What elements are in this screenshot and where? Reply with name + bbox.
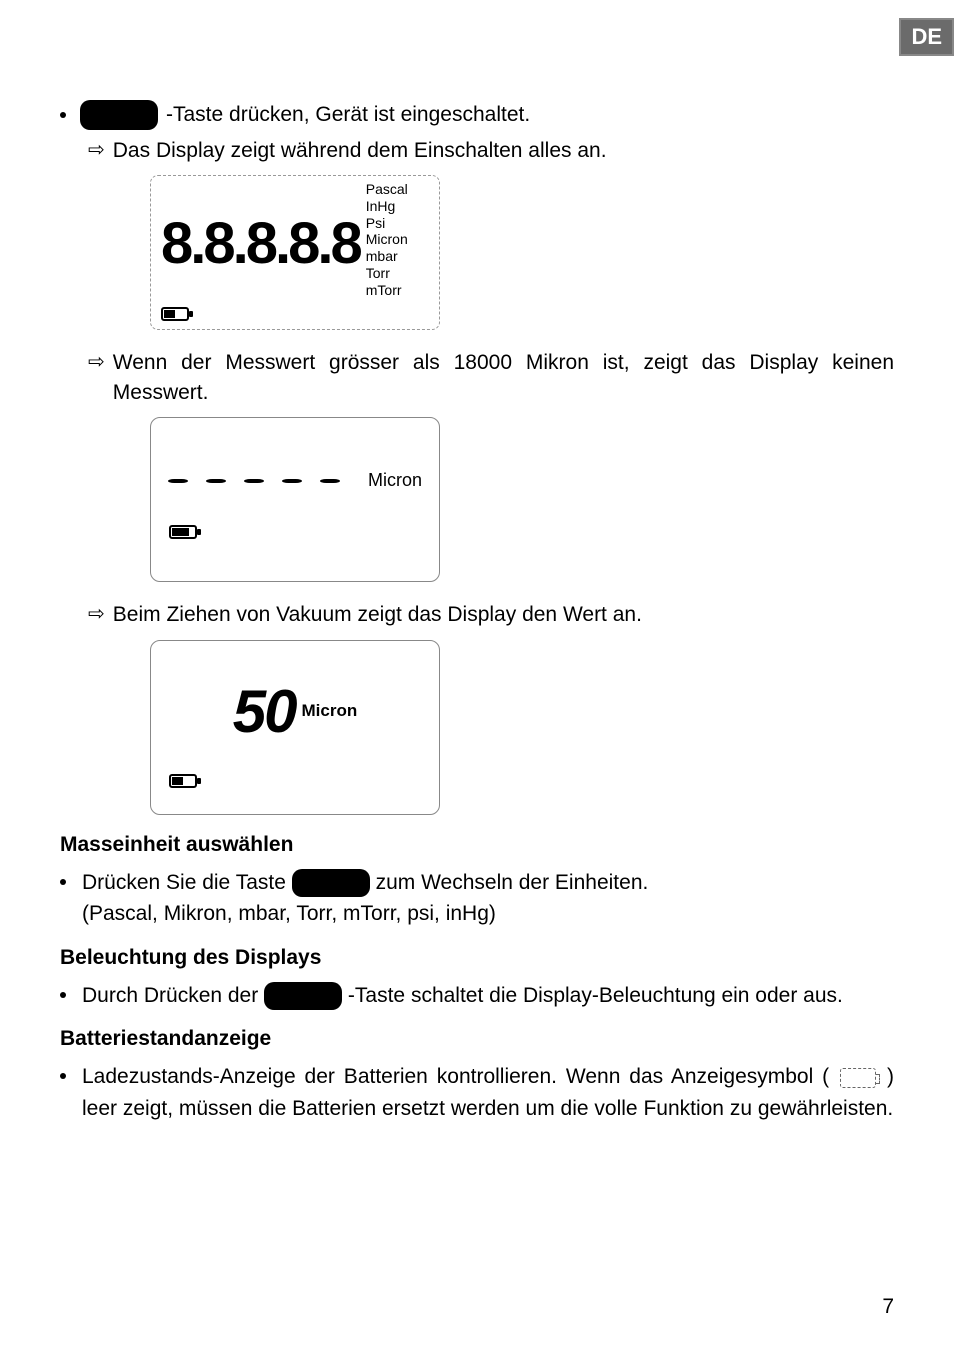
- bullet-icon: [60, 1073, 66, 1079]
- battery-text-pre: Ladezustands-Anzeige der Batterien kontr…: [82, 1065, 829, 1088]
- select-unit-text-post: zum Wechseln der Einheiten.: [376, 871, 649, 894]
- select-unit-text-pre: Drücken Sie die Taste: [82, 871, 286, 894]
- arrow-icon: ⇨: [88, 600, 105, 628]
- unit-button-icon: [292, 869, 370, 897]
- step-power-on: -Taste drücken, Gerät ist eingeschaltet.: [60, 100, 894, 130]
- lcd-digits: 8.8.8.8.8: [161, 215, 360, 273]
- unit-mbar: mbar: [366, 248, 408, 265]
- language-badge: DE: [899, 18, 954, 56]
- arrow-icon: ⇨: [88, 348, 105, 376]
- vacuum-value-text: Beim Ziehen von Vakuum zeigt das Display…: [113, 600, 642, 629]
- lcd-units-column: Pascal InHg Psi Micron mbar Torr mTorr: [366, 181, 408, 299]
- lcd-reading-unit: Micron: [302, 701, 358, 721]
- select-unit-list: (Pascal, Mikron, mbar, Torr, mTorr, psi,…: [82, 902, 496, 925]
- unit-psi: Psi: [366, 215, 408, 232]
- result-display-all: ⇨ Das Display zeigt während dem Einschal…: [88, 136, 894, 165]
- battery-icon: [169, 774, 197, 788]
- result-vacuum-value: ⇨ Beim Ziehen von Vakuum zeigt das Displ…: [88, 600, 894, 629]
- heading-battery: Batteriestandanzeige: [60, 1027, 894, 1051]
- bullet-icon: [60, 879, 66, 885]
- unit-mtorr: mTorr: [366, 282, 408, 299]
- battery-step: Ladezustands-Anzeige der Batterien kontr…: [60, 1061, 894, 1124]
- dash-icon: [282, 479, 302, 483]
- lcd-unit-micron: Micron: [368, 470, 422, 491]
- select-unit-step: Drücken Sie die Taste zum Wechseln der E…: [60, 867, 894, 930]
- heading-select-unit: Masseinheit auswählen: [60, 833, 894, 857]
- power-button-icon: [80, 100, 158, 130]
- unit-pascal: Pascal: [366, 181, 408, 198]
- unit-torr: Torr: [366, 265, 408, 282]
- unit-micron: Micron: [366, 231, 408, 248]
- dash-icon: [320, 479, 340, 483]
- backlight-text-pre: Durch Drücken der: [82, 984, 258, 1007]
- page-number: 7: [882, 1295, 894, 1319]
- power-on-text: -Taste drücken, Gerät ist eingeschaltet.: [166, 103, 530, 127]
- lcd-all-segments: 8.8.8.8.8 Pascal InHg Psi Micron mbar To…: [150, 175, 894, 330]
- over-18000-text: Wenn der Messwert grösser als 18000 Mikr…: [113, 348, 894, 407]
- battery-icon: [161, 307, 189, 321]
- dash-icon: [168, 479, 188, 483]
- heading-backlight: Beleuchtung des Displays: [60, 946, 894, 970]
- dash-icon: [206, 479, 226, 483]
- dash-icon: [244, 479, 264, 483]
- result-over-18000: ⇨ Wenn der Messwert grösser als 18000 Mi…: [88, 348, 894, 407]
- lcd-dashes-row: Micron: [163, 470, 427, 491]
- arrow-icon: ⇨: [88, 136, 105, 164]
- battery-empty-icon: [840, 1068, 876, 1088]
- lcd-no-value: Micron: [150, 417, 894, 582]
- page-content: -Taste drücken, Gerät ist eingeschaltet.…: [60, 100, 894, 1124]
- bullet-icon: [60, 992, 66, 998]
- lcd-value-50: 50 Micron: [150, 640, 894, 815]
- lcd-reading-value: 50: [233, 677, 296, 746]
- backlight-text-post: -Taste schaltet die Display-Beleuchtung …: [348, 984, 843, 1007]
- backlight-step: Durch Drücken der -Taste schaltet die Di…: [60, 980, 894, 1012]
- bullet-icon: [60, 112, 66, 118]
- battery-icon: [169, 525, 197, 539]
- backlight-button-icon: [264, 982, 342, 1010]
- unit-inhg: InHg: [366, 198, 408, 215]
- display-all-text: Das Display zeigt während dem Einschalte…: [113, 136, 607, 165]
